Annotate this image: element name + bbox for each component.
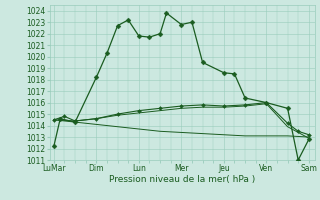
X-axis label: Pression niveau de la mer( hPa ): Pression niveau de la mer( hPa ) (109, 175, 256, 184)
